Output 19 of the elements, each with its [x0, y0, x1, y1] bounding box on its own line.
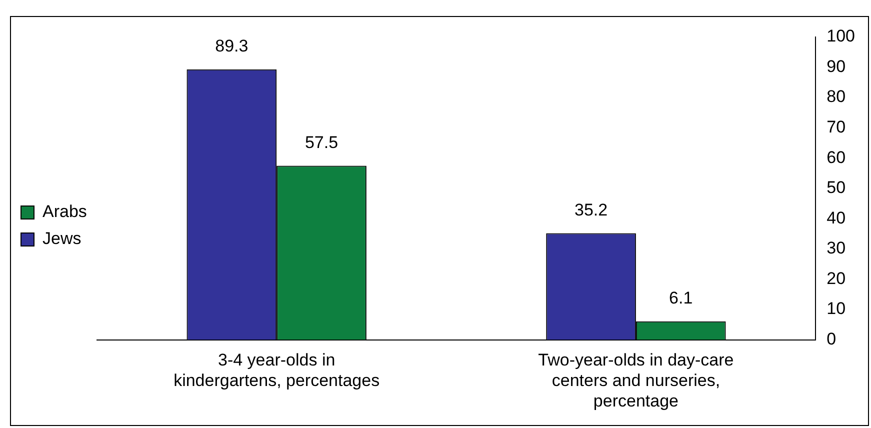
y-tick-label: 10	[826, 299, 846, 318]
y-tick-label: 100	[826, 26, 856, 46]
y-tick-label: 0	[826, 329, 836, 348]
data-label: 89.3	[215, 36, 248, 56]
data-label: 57.5	[304, 132, 338, 152]
y-tick-label: 80	[826, 87, 846, 106]
y-tick-label: 40	[826, 208, 846, 228]
y-tick-label: 60	[826, 148, 846, 167]
y-tick-label: 90	[826, 56, 846, 76]
y-tick-label: 70	[826, 118, 846, 137]
data-label: 35.2	[574, 200, 608, 220]
legend-label: Jews	[42, 229, 82, 248]
x-tick-label: Two-year-olds in day-care centers and nurseries, percentage	[538, 350, 734, 410]
legend-label: Arabs	[42, 202, 87, 222]
y-tick-label: 50	[826, 178, 846, 198]
y-tick-label: 30	[826, 238, 846, 258]
data-label: 6.1	[669, 288, 693, 308]
x-tick-label: 3-4 year-olds in kindergartens, percentages	[174, 350, 380, 390]
y-tick-label: 20	[826, 268, 846, 288]
